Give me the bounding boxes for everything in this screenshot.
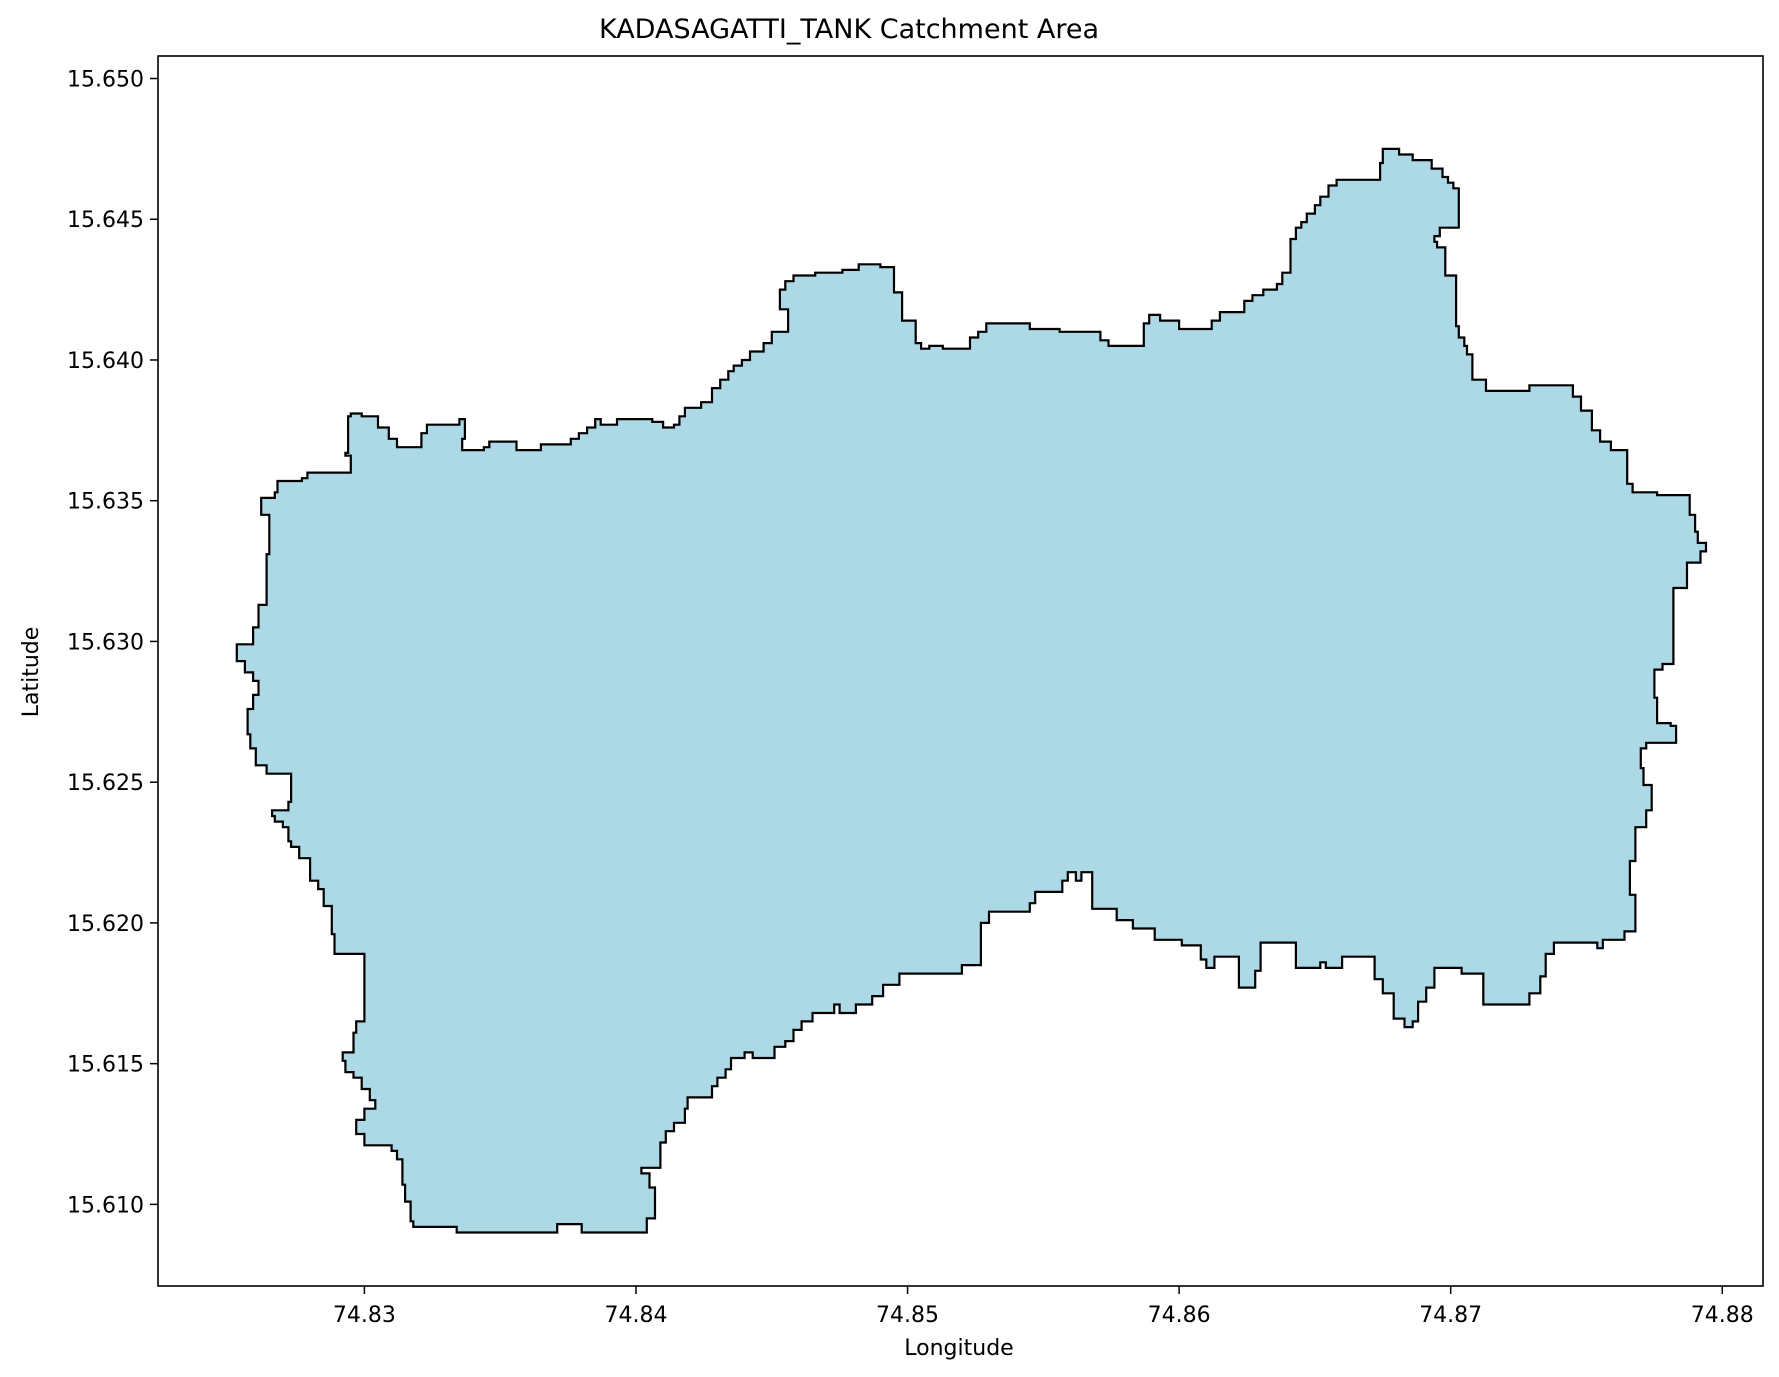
y-tick-label: 15.630 [67,630,144,655]
y-tick-label: 15.620 [67,912,144,937]
x-tick-label: 74.84 [604,1303,667,1328]
x-tick-label: 74.86 [1148,1303,1211,1328]
y-tick-label: 15.610 [67,1193,144,1218]
y-tick-label: 15.640 [67,349,144,374]
y-tick-label: 15.615 [67,1053,144,1078]
y-axis: 15.610 15.615 15.620 15.625 15.630 15.635 15.6… [67,68,158,1218]
plot-title: KADASAGATTI_TANK Catchment Area [599,14,1099,45]
catchment-area-polygon[interactable] [235,147,1708,1234]
y-tick-label: 15.635 [67,490,144,515]
x-axis: 74.83 74.84 74.85 74.86 74.87 74.88 [333,1286,1754,1328]
y-tick-label: 15.625 [67,771,144,796]
x-axis-label: Longitude [904,1336,1013,1361]
y-tick-label: 15.645 [67,208,144,233]
x-tick-label: 74.88 [1691,1303,1754,1328]
x-tick-label: 74.83 [333,1303,396,1328]
x-tick-label: 74.87 [1419,1303,1482,1328]
y-tick-label: 15.650 [67,68,144,93]
plot-frame [157,55,1764,1287]
y-axis-label: Latitude [19,627,44,718]
x-tick-label: 74.85 [876,1303,939,1328]
